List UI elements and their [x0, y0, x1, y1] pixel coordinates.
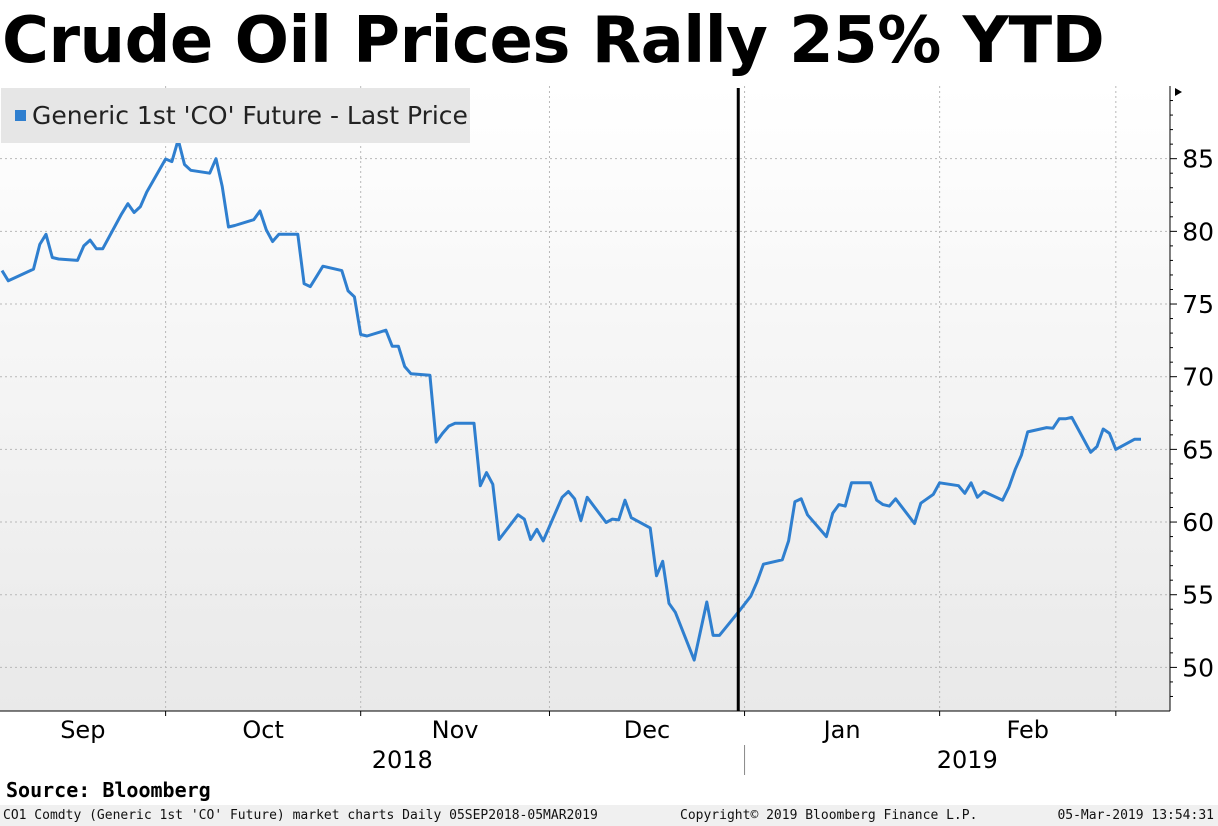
y-tick-label: 50	[1182, 653, 1214, 682]
series-group	[0, 138, 1141, 662]
copyright: Copyright© 2019 Bloomberg Finance L.P.	[680, 808, 978, 823]
y-tick-label: 55	[1182, 581, 1214, 610]
y-tick-label: 65	[1182, 435, 1214, 464]
x-tick-label: Jan	[822, 716, 861, 744]
series-line	[0, 138, 1141, 662]
year-label: 2019	[937, 746, 998, 774]
x-tick-label: Dec	[624, 716, 670, 744]
axes	[0, 86, 1182, 775]
y-axis-arrow	[1175, 88, 1182, 96]
y-tick-labels: 50 55 60 65 70 75 80 85	[1182, 145, 1214, 683]
ticker-info: CO1 Comdty (Generic 1st 'CO' Future) mar…	[3, 808, 598, 823]
legend-label: Generic 1st 'CO' Future - Last Price	[32, 101, 468, 130]
x-tick-labels: Sep Oct Nov Dec Jan Feb 2018 2019	[60, 716, 1049, 774]
y-tick-label: 75	[1182, 290, 1214, 319]
legend-swatch	[15, 110, 26, 121]
y-tick-label: 80	[1182, 217, 1214, 246]
gridlines	[0, 86, 1170, 711]
plot-background	[0, 86, 1170, 711]
footer-bar: CO1 Comdty (Generic 1st 'CO' Future) mar…	[0, 805, 1218, 826]
source-label: Source: Bloomberg	[6, 778, 211, 802]
legend: Generic 1st 'CO' Future - Last Price	[1, 88, 470, 143]
year-label: 2018	[372, 746, 433, 774]
x-tick-label: Feb	[1006, 716, 1049, 744]
timestamp: 05-Mar-2019 13:54:31	[1057, 808, 1214, 823]
x-tick-label: Nov	[432, 716, 479, 744]
x-tick-label: Sep	[60, 716, 105, 744]
chart-title: Crude Oil Prices Rally 25% YTD	[2, 4, 1105, 78]
x-tick-label: Oct	[242, 716, 284, 744]
y-tick-label: 85	[1182, 145, 1214, 174]
y-tick-label: 60	[1182, 508, 1214, 537]
y-tick-label: 70	[1182, 363, 1214, 392]
